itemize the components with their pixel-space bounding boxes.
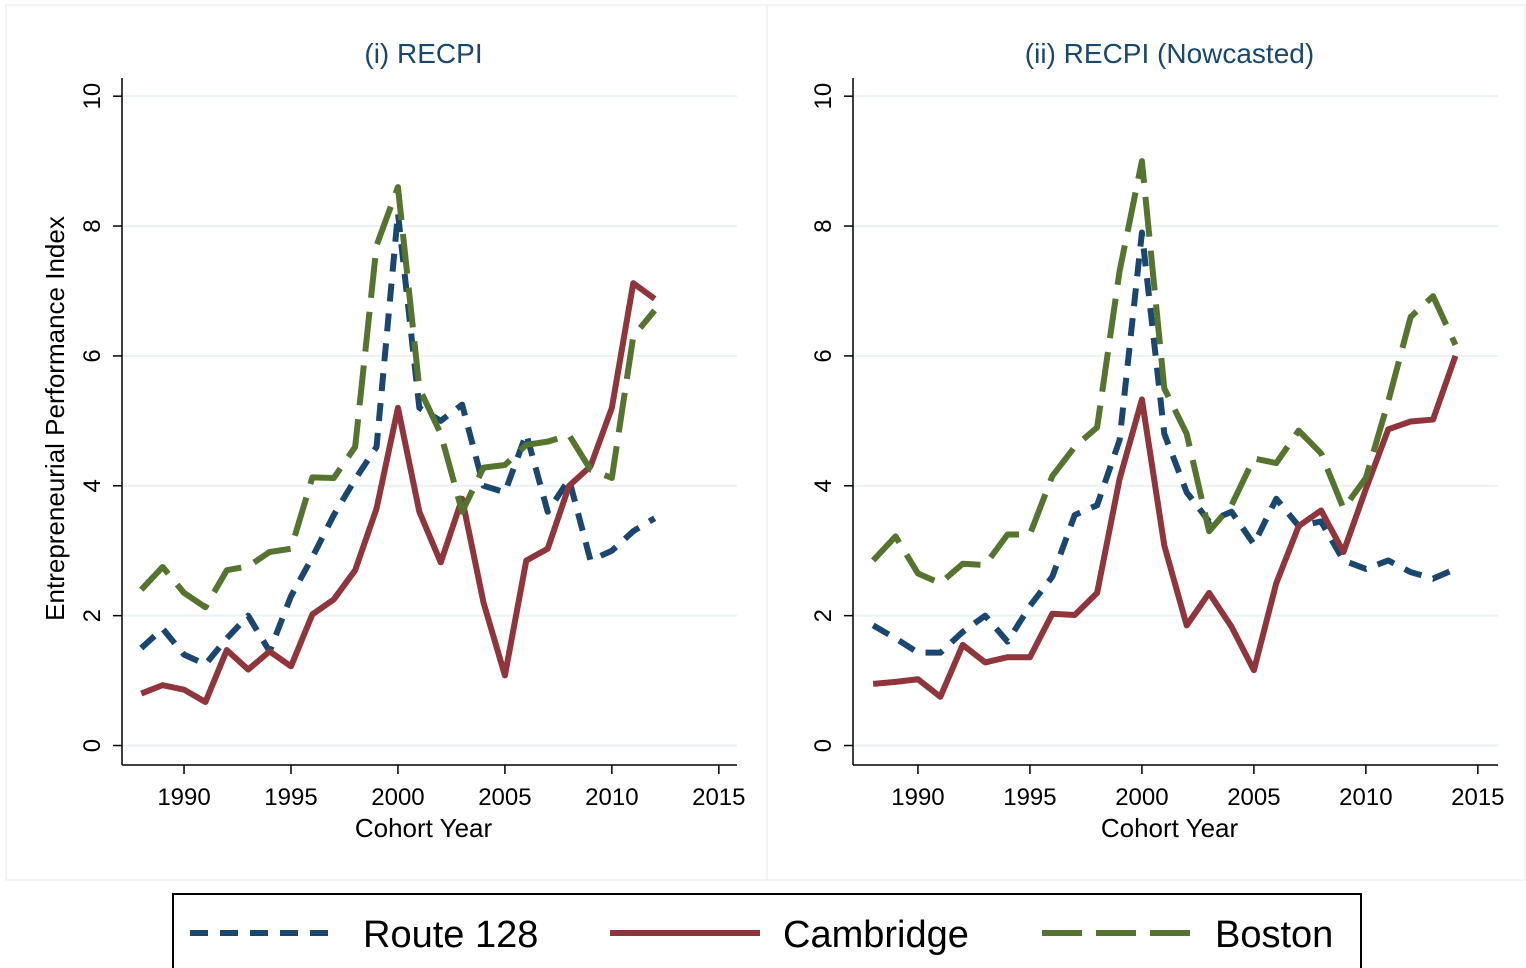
- y-tick-label: 8: [810, 219, 837, 232]
- y-tick-label: 8: [79, 219, 106, 232]
- legend-label: Boston: [1215, 914, 1333, 956]
- series-line: [139, 184, 657, 611]
- series-line: [872, 354, 1459, 700]
- y-tick-label: 2: [79, 609, 106, 622]
- chart-title: (ii) RECPI (Nowcasted): [1025, 38, 1314, 69]
- x-tick-label: 2010: [585, 784, 638, 811]
- series-line: [870, 158, 1459, 587]
- y-tick-label: 2: [810, 609, 837, 622]
- x-tick-label: 1995: [264, 784, 317, 811]
- x-tick-label: 2005: [478, 784, 531, 811]
- x-tick-label: 2000: [1115, 784, 1168, 811]
- y-axis-label: Entrepreneurial Performance Index: [40, 216, 70, 621]
- x-tick-label: 1995: [1003, 784, 1056, 811]
- x-tick-label: 2015: [1451, 784, 1504, 811]
- x-tick-label: 1990: [157, 784, 210, 811]
- series-line: [140, 280, 657, 706]
- y-tick-label: 10: [79, 83, 106, 110]
- y-tick-label: 0: [810, 739, 837, 752]
- y-tick-label: 6: [79, 349, 106, 362]
- legend-label: Route 128: [363, 914, 538, 956]
- legend-label: Cambridge: [783, 914, 969, 956]
- y-tick-label: 6: [810, 349, 837, 362]
- x-tick-label: 2000: [371, 784, 424, 811]
- panel-frame: [5, 4, 768, 881]
- x-tick-label: 2010: [1339, 784, 1392, 811]
- y-tick-label: 4: [79, 479, 106, 492]
- x-tick-label: 1990: [891, 784, 944, 811]
- chart-title: (i) RECPI: [364, 38, 482, 69]
- x-axis-label: Cohort Year: [1101, 813, 1239, 843]
- x-axis-label: Cohort Year: [355, 813, 493, 843]
- y-tick-label: 0: [79, 739, 106, 752]
- x-tick-label: 2015: [692, 784, 745, 811]
- y-tick-label: 10: [810, 83, 837, 110]
- y-tick-label: 4: [810, 479, 837, 492]
- series-line: [871, 229, 1457, 656]
- x-tick-label: 2005: [1227, 784, 1280, 811]
